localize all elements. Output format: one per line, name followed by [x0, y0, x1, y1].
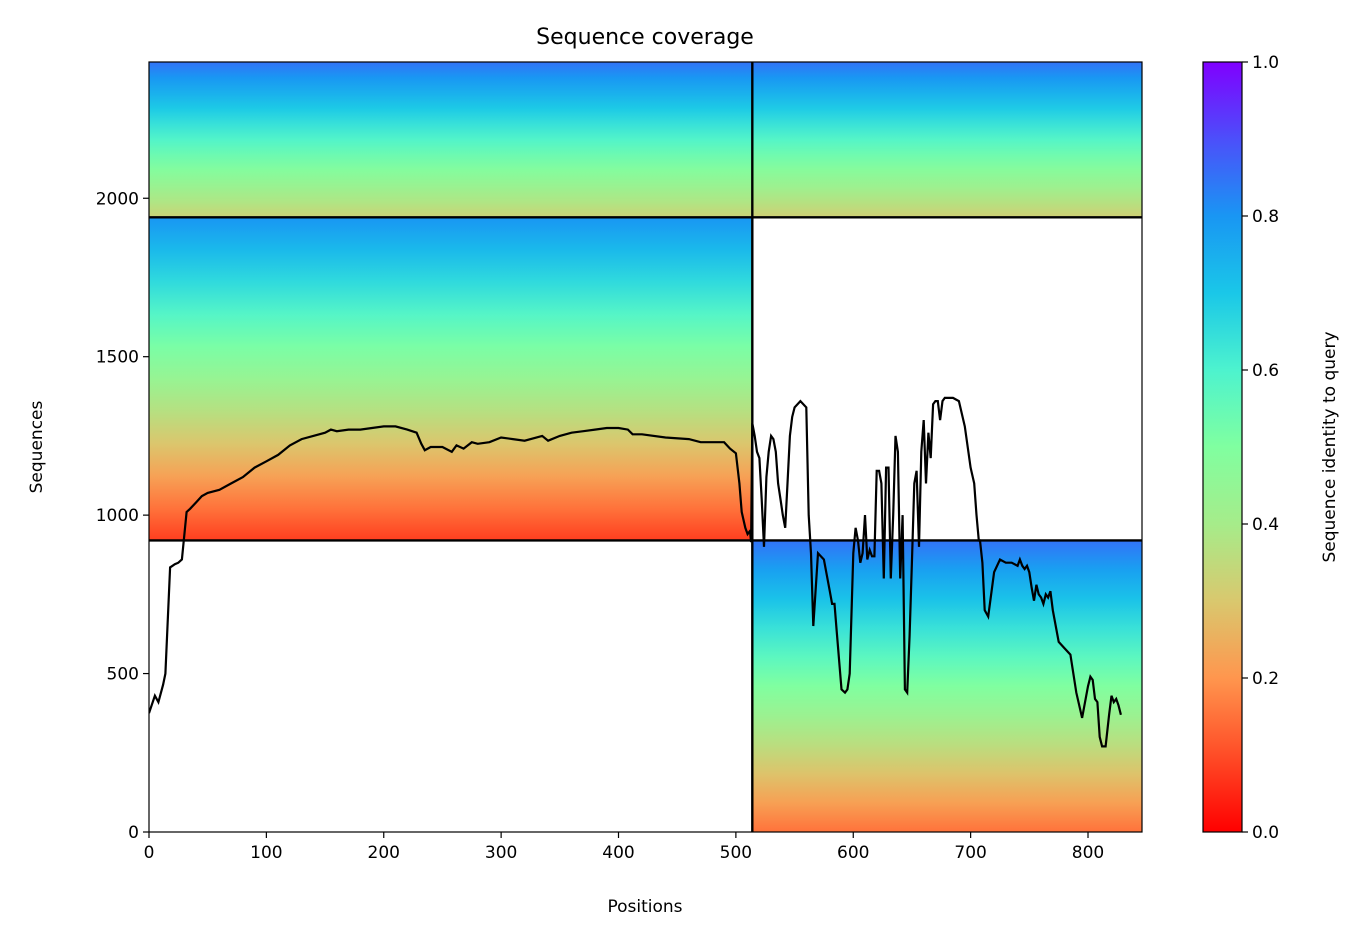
colorbar: [1202, 61, 1243, 833]
x-tick-label: 300: [485, 843, 517, 863]
axes-frame: [148, 61, 1143, 833]
x-axis-label: Positions: [607, 897, 682, 917]
colorbar-tick-label: 0.4: [1252, 515, 1279, 535]
x-tick-label: 200: [368, 843, 400, 863]
y-axis-label: Sequences: [27, 401, 47, 494]
y-tick-label: 0: [128, 823, 139, 843]
x-tick-label: 400: [602, 843, 634, 863]
colorbar-tick-label: 1.0: [1252, 53, 1279, 73]
colorbar-tick-label: 0.8: [1252, 207, 1279, 227]
y-axis: 0 500 1000 1500 2000: [96, 189, 149, 843]
coverage-heatmap: [149, 62, 1142, 832]
x-axis: 0 100 200 300 400 500 600 700 800: [144, 832, 1104, 863]
x-tick-label: 700: [954, 843, 986, 863]
colorbar-axis: 0.0 0.2 0.4 0.6 0.8 1.0: [1242, 53, 1279, 843]
coverage-block: [149, 62, 753, 218]
y-tick-label: 500: [107, 665, 139, 685]
x-tick-label: 800: [1072, 843, 1104, 863]
chart-title: Sequence coverage: [536, 25, 754, 50]
x-tick-label: 0: [144, 843, 155, 863]
coverage-line: [149, 396, 1122, 748]
coverage-block: [752, 540, 1142, 832]
colorbar-label: Sequence identity to query: [1320, 331, 1340, 562]
x-tick-label: 500: [720, 843, 752, 863]
colorbar-tick-label: 0.2: [1252, 669, 1279, 689]
x-tick-label: 600: [837, 843, 869, 863]
x-tick-label: 100: [250, 843, 282, 863]
colorbar-tick-label: 0.6: [1252, 361, 1279, 381]
y-tick-label: 2000: [96, 189, 139, 209]
y-tick-label: 1500: [96, 348, 139, 368]
coverage-block: [752, 62, 1142, 218]
coverage-block: [149, 217, 753, 541]
y-tick-label: 1000: [96, 506, 139, 526]
colorbar-tick-label: 0.0: [1252, 823, 1279, 843]
